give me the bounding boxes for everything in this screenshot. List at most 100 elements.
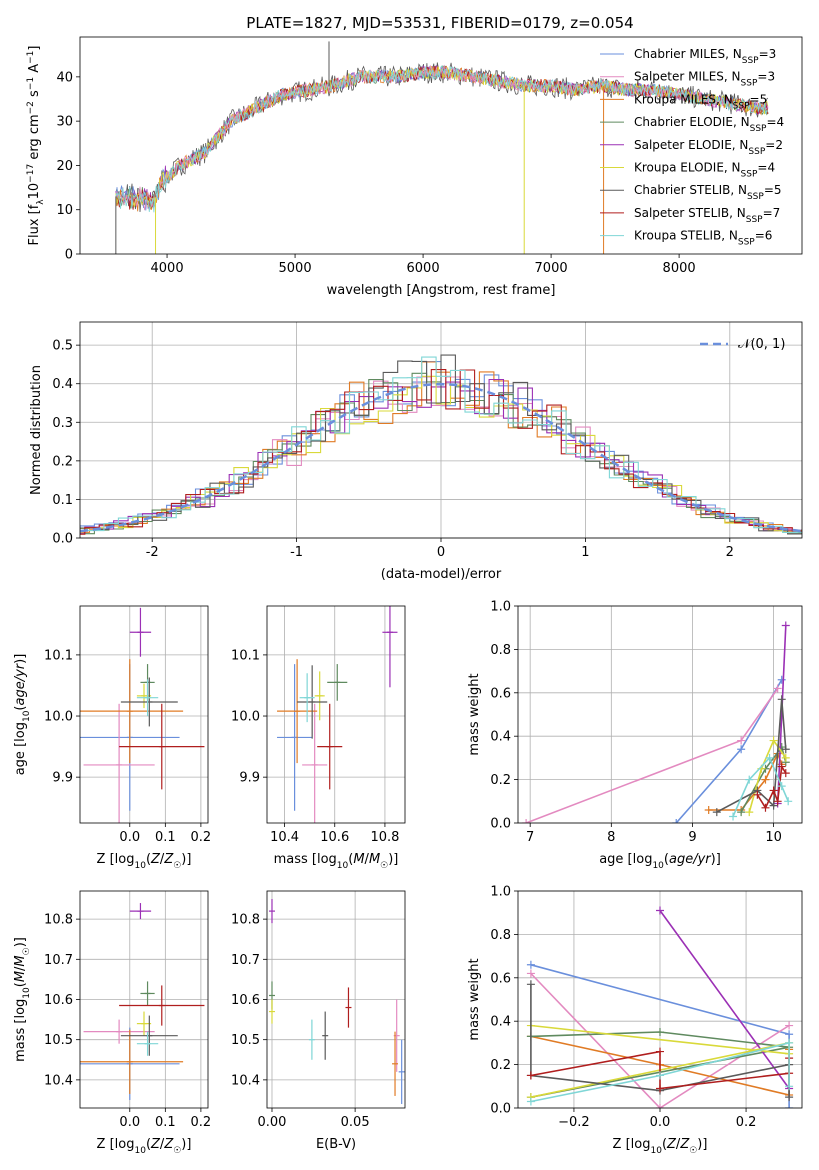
y-tick-label: 0.0 — [490, 1102, 511, 1117]
x-tick-label: 0.2 — [191, 830, 212, 845]
label-part: ( — [146, 1137, 151, 1152]
series-marker — [704, 805, 713, 814]
plot-area — [268, 899, 405, 1104]
x-tick-label: 6000 — [407, 261, 440, 276]
label-part: Z — [666, 1137, 677, 1152]
axes-frame — [79, 890, 209, 1109]
legend-label: Kroupa ELODIE, NSSP=4 — [634, 161, 775, 180]
x-tick-label: 0.2 — [736, 1115, 757, 1130]
legend-label: Salpeter MILES, NSSP=3 — [634, 70, 775, 89]
y-tick-label: 10.4 — [44, 1073, 73, 1088]
y-tick-label: 10.6 — [44, 993, 73, 1008]
label-part: / — [13, 966, 28, 971]
series-line — [530, 1050, 790, 1090]
label-part: =5 — [750, 92, 768, 106]
legend-label: Salpeter ELODIE, NSSP=2 — [634, 138, 783, 157]
x-tick-label: 10.6 — [320, 830, 349, 845]
x-tick-label: 0.0 — [119, 830, 140, 845]
plot-area — [526, 906, 794, 1108]
label-part: M — [13, 971, 28, 982]
x-tick-label: -2 — [146, 545, 159, 560]
x-tick-label: 10.4 — [270, 830, 299, 845]
series-marker — [769, 786, 778, 795]
series-marker — [785, 1082, 794, 1091]
series-marker — [745, 808, 754, 817]
y-tick-label: 0.8 — [490, 643, 511, 658]
panel-massweight_vs_Z: −0.2 0.0 0.20.00.20.40.60.81.0Z [log10(Z/Z… — [467, 885, 803, 1156]
y-tick-label: 0.5 — [52, 339, 73, 354]
plot-area — [80, 607, 205, 823]
x-tick-label: 0.05 — [341, 1115, 370, 1130]
y-axis-label: mass [log10(M/M☉)] — [13, 937, 32, 1062]
x-tick-label: 0.2 — [191, 1115, 212, 1130]
x-axis-label: mass [log10(M/M☉)] — [274, 852, 399, 871]
series-line — [675, 679, 783, 823]
x-tick-label: 10.8 — [370, 830, 399, 845]
y-tick-label: 10.6 — [231, 993, 260, 1008]
label-part: Z [log — [97, 1137, 135, 1152]
axes-frame — [79, 321, 803, 539]
plot-area — [80, 903, 205, 1100]
axes-frame — [266, 605, 406, 824]
label-part: )] — [181, 1137, 191, 1152]
label-part: −1 — [26, 77, 36, 90]
label-part: Salpeter ELODIE, N — [634, 138, 748, 152]
label-part: M — [369, 852, 380, 867]
x-tick-label: 0 — [437, 545, 445, 560]
label-part: mass [log — [13, 999, 28, 1062]
y-tick-label: 1.0 — [490, 600, 511, 615]
label-part: E(B-V) — [316, 1137, 356, 1152]
label-part: SSP — [746, 215, 763, 225]
label-part: =3 — [757, 70, 775, 84]
label-part: 10 — [134, 861, 146, 871]
series-marker — [777, 695, 786, 704]
y-tick-label: 1.0 — [490, 885, 511, 900]
series-marker — [785, 1038, 794, 1047]
y-tick-label: 20 — [56, 159, 73, 174]
series-marker — [769, 801, 778, 810]
label-part: Kroupa MILES, N — [634, 92, 733, 106]
series-marker — [761, 803, 770, 812]
series-marker — [777, 782, 786, 791]
y-tick-label: 40 — [56, 70, 73, 85]
series-marker — [526, 980, 535, 989]
label-part: ☉ — [689, 1146, 697, 1156]
series-marker — [737, 745, 746, 754]
legend-label: Chabrier STELIB, NSSP=5 — [634, 183, 782, 202]
label-part: SSP — [750, 124, 767, 134]
label-part: 10 — [22, 987, 32, 999]
series-marker — [656, 1071, 664, 1080]
figure-title: PLATE=1827, MJD=53531, FIBERID=0179, z=0… — [246, 14, 633, 32]
series-marker — [781, 621, 790, 630]
label-part: Flux [f — [27, 204, 42, 245]
spectrum-line — [115, 65, 769, 213]
label-part: Chabrier ELODIE, N — [634, 115, 750, 129]
y-tick-label: 0.2 — [490, 773, 511, 788]
x-tick-label: 5000 — [279, 261, 312, 276]
label-part: SSP — [748, 147, 765, 157]
histogram-series — [80, 361, 802, 533]
label-part: )] — [13, 937, 28, 947]
legend-label: Chabrier ELODIE, NSSP=4 — [634, 115, 784, 134]
y-tick-label: 10.5 — [44, 1033, 73, 1048]
series-marker — [784, 797, 793, 806]
label-part: =5 — [764, 183, 782, 197]
label-part: −2 — [26, 101, 36, 114]
y-tick-label: 0.3 — [52, 416, 73, 431]
x-tick-label: -1 — [290, 545, 303, 560]
label-part: Chabrier STELIB, N — [634, 183, 747, 197]
x-tick-label: 9 — [688, 830, 696, 845]
label-part: 10 — [652, 861, 664, 871]
panel-mass_vs_Z: 0.0 0.1 0.210.410.510.610.710.8Z [log10(Z/… — [13, 890, 212, 1156]
x-tick-label: 0.1 — [155, 1115, 176, 1130]
label-part: Z — [150, 852, 161, 867]
panel-spectrum: 4000 5000 6000 7000 8000 0 10 20 30 40 Chabrier MI… — [26, 36, 803, 298]
label-part: s — [27, 90, 42, 101]
label-part: mass [log — [274, 852, 337, 867]
series-marker — [777, 675, 786, 684]
series-marker — [761, 775, 770, 784]
series-marker — [737, 808, 746, 817]
label-part: )] — [13, 654, 28, 664]
